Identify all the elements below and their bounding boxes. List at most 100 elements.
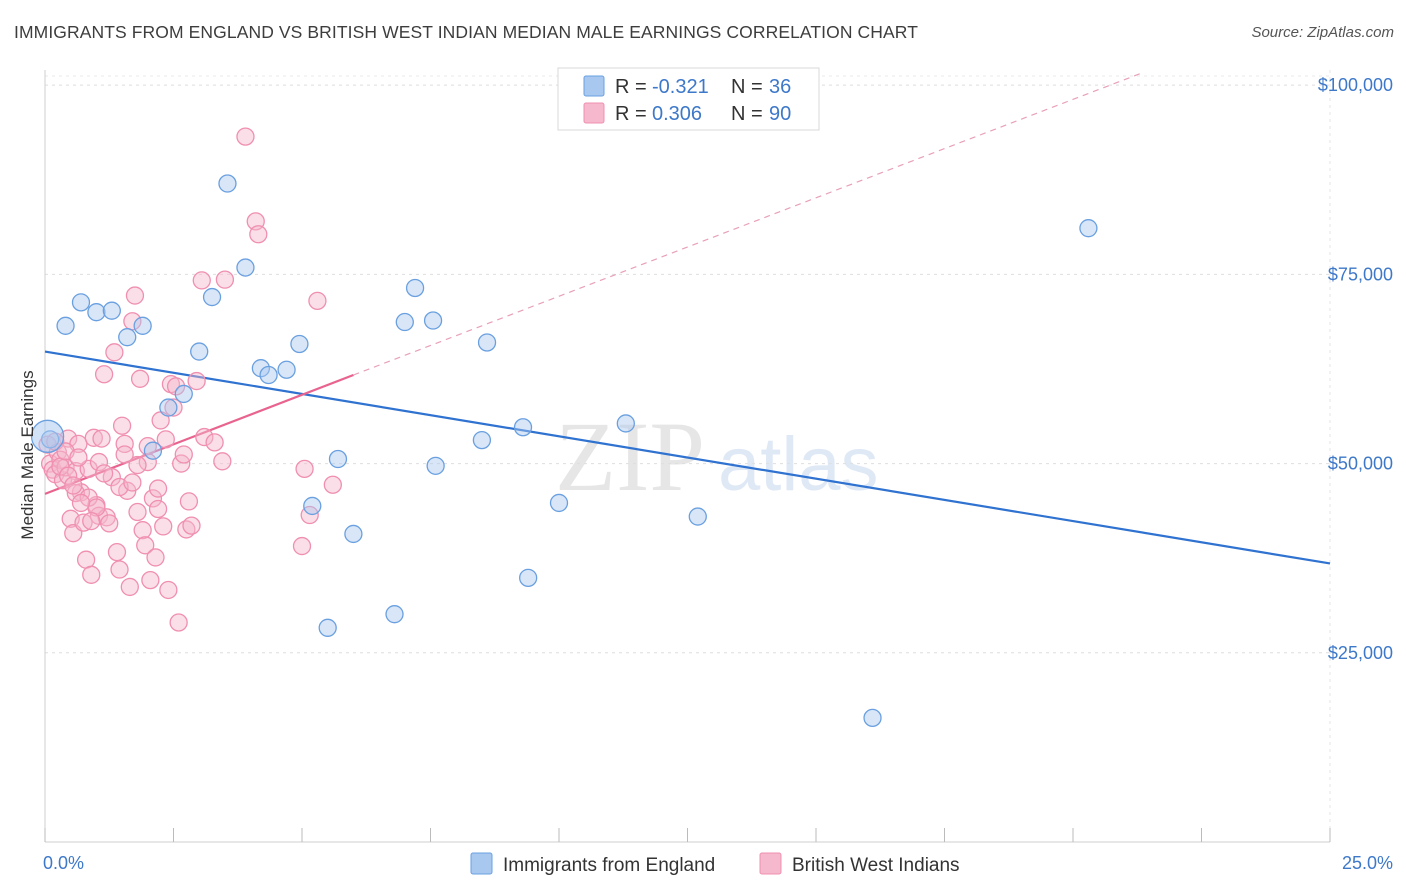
point-england [71,293,91,312]
x-tick-label-end: 25.0% [1342,853,1393,873]
point-bwi [120,577,139,597]
point-bwi [213,452,232,471]
bottom-legend-label-england: Immigrants from England [503,855,715,876]
y-tick-label: $25,000 [1328,643,1393,663]
point-bwi [133,521,152,540]
point-england [159,398,178,417]
point-bwi [174,445,193,464]
point-bwi [110,560,129,579]
point-england [423,311,443,330]
y-tick-label: $50,000 [1328,454,1393,474]
legend-r-label-2: R = [615,103,647,125]
point-england [236,258,255,277]
legend-r-value-2: 0.306 [652,103,702,125]
legend-top: R = -0.321 N = 36 R = 0.306 N = 90 [557,67,820,131]
legend-r-label-1: R = [615,76,647,98]
point-bwi [94,365,114,384]
point-bwi [74,513,93,532]
point-bwi [159,580,178,600]
legend-n-label-1: N = [731,76,763,98]
trend-lines [44,73,1331,565]
point-england [863,708,882,728]
point-bwi [71,493,91,513]
point-england [56,316,75,335]
legend-bottom: Immigrants from England British West Ind… [470,852,960,876]
point-bwi [143,489,163,508]
point-england [385,605,404,624]
point-england [143,441,163,460]
trend-line-england [44,350,1331,565]
point-bwi [138,452,157,472]
point-bwi [187,371,206,391]
point-england [616,414,635,433]
point-bwi [215,270,235,289]
point-bwi [107,542,127,562]
point-bwi [82,565,101,584]
bottom-legend-label-bwi: British West Indians [792,855,960,876]
point-bwi [130,369,150,388]
point-bwi [112,416,132,435]
point-england [344,524,363,544]
point-bwi [249,225,268,244]
point-england [190,342,209,361]
point-bwi [323,475,342,494]
y-axis-label: Median Male Earnings [18,370,37,539]
x-tick-labels: 0.0% 25.0% [43,853,1393,873]
point-england [328,449,348,469]
y-tick-label: $100,000 [1318,75,1393,95]
point-england [303,496,322,516]
point-bwi [115,445,134,464]
point-bwi [182,516,201,535]
trend-line-bwi-extended [353,73,1141,376]
data-points [30,127,1098,728]
point-bwi [128,502,147,522]
point-england [133,316,152,335]
point-bwi [136,536,155,555]
point-england [477,333,497,352]
point-bwi [164,398,183,417]
point-bwi [128,455,147,475]
chart-title: IMMIGRANTS FROM ENGLAND VS BRITISH WEST … [14,22,919,42]
point-bwi [94,464,114,483]
point-bwi [89,452,109,472]
point-bwi [195,427,214,447]
point-england [318,618,337,637]
point-bwi [100,514,119,533]
point-bwi [82,511,101,531]
point-bwi [308,291,327,310]
point-england [688,507,707,526]
point-england [202,287,222,307]
point-bwi [154,517,173,536]
point-bwi [64,476,83,495]
point-bwi [123,473,142,492]
point-bwi [105,343,124,362]
point-bwi [148,479,168,498]
y-tick-label: $75,000 [1328,264,1393,284]
x-tick-label-start: 0.0% [43,853,84,873]
grid-lines [45,75,1330,654]
bottom-legend-swatch-bwi [759,852,782,875]
point-england [1079,219,1098,238]
point-england [395,312,414,332]
point-bwi [236,127,255,146]
point-bwi [205,433,224,452]
legend-n-label-2: N = [731,103,763,125]
point-england [277,360,296,379]
point-bwi [166,377,186,396]
point-england [174,384,193,404]
point-bwi [76,550,96,569]
point-bwi [295,459,314,479]
point-england [290,334,309,354]
point-bwi [92,429,111,448]
point-bwi [148,499,168,519]
chart-source: Source: ZipAtlas.com [1251,24,1394,41]
point-england [118,328,137,347]
legend-n-value-1: 36 [769,76,791,98]
point-england-large [30,419,65,453]
point-england [426,456,445,475]
point-bwi [115,434,134,454]
point-england [519,568,538,588]
point-bwi [156,430,175,449]
legend-swatch-bwi [583,102,605,124]
point-bwi [179,492,199,511]
